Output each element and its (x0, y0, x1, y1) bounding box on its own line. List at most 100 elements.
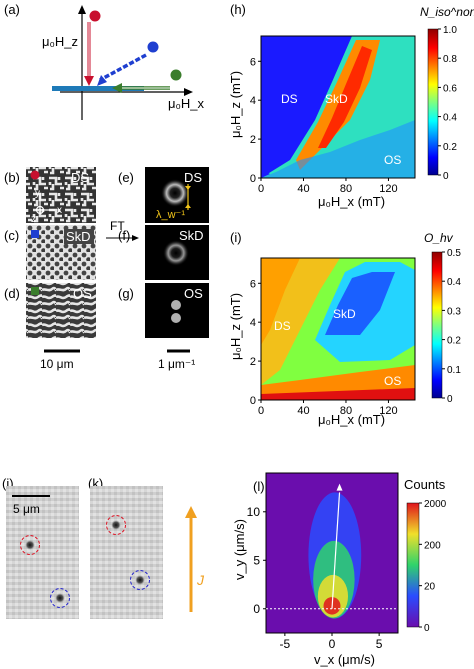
j-blue-circle (50, 588, 70, 608)
chart-l-xlabel: v_x (μm/s) (314, 652, 375, 667)
x-tick-label: -5 (280, 637, 291, 651)
red-field-arrowhead (84, 76, 94, 86)
real-space-scalebar-label: 10 μm (40, 357, 74, 371)
chart-l-colorbar (406, 502, 420, 628)
y-tick-label: 10 (247, 505, 261, 519)
os-fourier-spot-top (171, 300, 181, 310)
red-marker (89, 10, 101, 22)
blue-field-arrow-shaft (99, 53, 147, 82)
panel-c: (c) SkD (4, 225, 96, 280)
i-ds-core (261, 258, 300, 345)
colorbar-tick-label: 2000 (424, 499, 447, 510)
os-tag: OS (73, 286, 92, 301)
y-tick-label: 5 (253, 553, 260, 567)
x-tick-label: 80 (340, 405, 352, 417)
chart-h: (h) 0 40 80 120 0 2 4 6 DS SkD OS μ₀H_x (mT) μ₀… (228, 2, 474, 209)
i-region-ds: DS (274, 319, 291, 333)
h-region-skd: SkD (325, 92, 348, 106)
colorbar-tick-label: 0.4 (447, 277, 461, 288)
hx-axis-arrowhead (184, 88, 193, 96)
y-axis-letter: y (35, 188, 40, 199)
colorbar-tick-label: 0.6 (443, 83, 457, 94)
colorbar-tick-label: 0.1 (447, 365, 461, 376)
os-fourier-image (145, 283, 209, 338)
colorbar-tick-label: 20 (424, 582, 436, 593)
colorbar-tick-label: 200 (424, 540, 441, 551)
h-region-ds: DS (281, 92, 298, 106)
colorbar-tick-label: 1.0 (443, 25, 457, 36)
panel-j-letter: (j) (2, 476, 14, 491)
ds-fourier-ring (161, 179, 189, 207)
y-tick-label: 0 (250, 395, 256, 407)
j-skyrmion-1 (25, 540, 35, 550)
chart-l-letter: (l) (253, 479, 265, 494)
colorbar-tick-label: 0.8 (443, 54, 457, 65)
chart-h-ticks: 0 40 80 120 0 2 4 6 (250, 56, 398, 195)
chart-h-letter: (h) (230, 2, 246, 17)
chart-i-ticks: 0 40 80 120 0 2 4 6 (250, 278, 398, 417)
i-os-core (261, 388, 415, 400)
x-tick-label: 0 (258, 183, 264, 195)
x-tick-label: 0 (258, 405, 264, 417)
h-region-os: OS (384, 153, 401, 167)
chart-i: (i) 0 40 80 120 0 2 4 6 DS SkD OS μ₀H_x (mT) μ₀… (228, 230, 461, 427)
lambda-label: λ_w⁻¹ (156, 209, 185, 221)
blue-field-arrowhead (97, 75, 107, 86)
panel-a: (a) μ₀H_z μ₀H_x (4, 2, 205, 120)
k-skyrmion-1 (111, 520, 121, 530)
y-tick-label: 0 (253, 602, 260, 616)
j-image (6, 486, 79, 619)
y-tick-label: 6 (250, 56, 256, 68)
colorbar-tick-label: 0.3 (447, 306, 461, 317)
x-tick-label: 80 (340, 183, 352, 195)
k-skyrmion-2 (135, 575, 145, 585)
os-fourier-spot-bottom (171, 313, 181, 323)
panel-f: (f) SkD (118, 225, 209, 280)
chart-l-density (308, 492, 362, 619)
k-red-circle (106, 515, 126, 535)
panel-e-letter: (e) (118, 170, 134, 185)
chart-l-ylabel: v_y (μm/s) (232, 519, 247, 580)
lambda-arrow-bottom (185, 204, 191, 208)
skd-fourier-tag: SkD (179, 228, 204, 243)
hx-axis-label: μ₀H_x (168, 96, 205, 111)
y-tick-label: 2 (250, 134, 256, 146)
os-marker (31, 287, 39, 295)
panel-d-letter: (d) (4, 286, 20, 301)
fourier-scalebar-label: 1 μm⁻¹ (158, 357, 195, 371)
panel-a-letter: (a) (4, 2, 20, 17)
panel-f-letter: (f) (118, 228, 130, 243)
chart-i-title: O_hv (424, 231, 454, 245)
colorbar-tick-label: 0.5 (447, 248, 461, 259)
panel-j: (j) 5 μm (2, 476, 79, 619)
k-image (90, 486, 163, 619)
chart-i-colorbar-ticks: 0 0.1 0.2 0.3 0.4 0.5 (442, 248, 461, 405)
ds-fourier-tag: DS (184, 170, 202, 185)
chart-l-title: Counts (404, 477, 446, 492)
j-skyrmion-2 (55, 593, 65, 603)
skd-marker (31, 230, 39, 238)
j-scalebar-label: 5 μm (13, 502, 40, 516)
panel-d: (d) OS 10 μm (4, 283, 96, 371)
chart-i-ylabel: μ₀H_z (mT) (228, 293, 243, 360)
chart-l-colorbar-ticks: 0 20 200 2000 (419, 499, 447, 634)
panel-k: (k) J (88, 476, 205, 619)
x-axis-letter: x (57, 205, 62, 216)
y-tick-label: 6 (250, 278, 256, 290)
panel-b: (b) DS y x z (4, 167, 96, 225)
skd-tag: SkD (66, 229, 91, 244)
os-fourier-tag: OS (184, 286, 203, 301)
chart-h-colorbar-ticks: 0 0.2 0.4 0.6 0.8 1.0 (438, 25, 457, 182)
panel-g-letter: (g) (118, 286, 134, 301)
chart-l: (l) -5 0 5 0 5 10 v_x (μm/s) v_y (μm/s) Count… (232, 472, 447, 667)
j-red-circle (20, 535, 40, 555)
ft-label: FT (110, 219, 125, 233)
chart-h-title: N_iso^norm (420, 5, 474, 19)
chart-h-frame (260, 35, 416, 179)
y-tick-label: 4 (250, 317, 256, 329)
film-bar (52, 86, 144, 91)
current-label: J (196, 572, 205, 588)
green-marker (170, 69, 182, 81)
ft-arrow: FT (106, 219, 139, 241)
